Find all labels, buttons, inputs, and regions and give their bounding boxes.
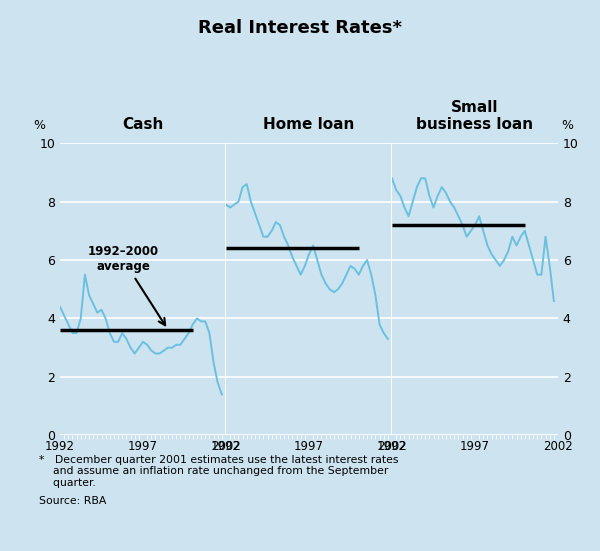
Text: Home loan: Home loan [263,117,355,132]
Text: Source: RBA: Source: RBA [39,496,106,506]
Text: Small
business loan: Small business loan [416,100,533,132]
Text: Real Interest Rates*: Real Interest Rates* [198,19,402,36]
Text: %: % [561,119,573,132]
Text: *   December quarter 2001 estimates use the latest interest rates
    and assume: * December quarter 2001 estimates use th… [39,455,398,488]
Text: 1992–2000
average: 1992–2000 average [88,246,165,325]
Text: Cash: Cash [122,117,164,132]
Text: %: % [33,119,45,132]
